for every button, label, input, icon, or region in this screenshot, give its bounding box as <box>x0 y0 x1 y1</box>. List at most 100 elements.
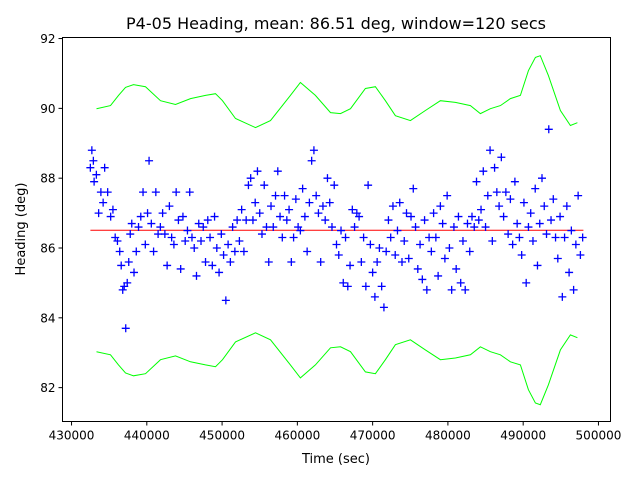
data-point <box>239 247 248 256</box>
data-point <box>388 202 397 211</box>
y-tick-label: 86 <box>40 242 55 256</box>
data-point <box>132 247 141 256</box>
data-point <box>431 233 440 242</box>
data-point <box>549 195 558 204</box>
data-point <box>429 209 438 218</box>
data-point <box>348 205 357 214</box>
data-point <box>420 216 429 225</box>
data-point <box>490 163 499 172</box>
x-axis-label: Time (sec) <box>301 452 370 467</box>
data-point <box>456 278 465 287</box>
data-point <box>124 257 133 266</box>
data-point <box>237 205 246 214</box>
data-point <box>253 167 262 176</box>
y-tick-label: 88 <box>40 172 55 186</box>
data-point <box>108 205 117 214</box>
data-point <box>154 230 163 239</box>
data-point <box>531 184 540 193</box>
data-point <box>422 285 431 294</box>
data-point <box>492 188 501 197</box>
data-point <box>312 191 321 200</box>
data-point <box>212 244 221 253</box>
data-point <box>145 156 154 165</box>
x-tick-label: 430000 <box>49 429 95 443</box>
data-point <box>472 177 481 186</box>
data-point <box>100 163 109 172</box>
data-point <box>508 240 517 249</box>
data-point <box>411 223 420 232</box>
data-point <box>402 209 411 218</box>
data-point <box>479 167 488 176</box>
data-point <box>305 198 314 207</box>
x-tick-label: 470000 <box>350 429 396 443</box>
data-point <box>291 195 300 204</box>
data-point <box>370 292 379 301</box>
data-point <box>465 247 474 256</box>
data-point <box>287 257 296 266</box>
y-tick-label: 82 <box>40 381 55 395</box>
data-point <box>407 212 416 221</box>
data-point <box>366 240 375 249</box>
data-point <box>483 191 492 200</box>
x-tick-label: 440000 <box>124 429 170 443</box>
data-point <box>497 153 506 162</box>
data-point <box>244 181 253 190</box>
data-point <box>510 177 519 186</box>
data-point <box>280 191 289 200</box>
data-point <box>357 257 366 266</box>
data-point <box>134 223 143 232</box>
data-point <box>368 268 377 277</box>
data-point <box>136 212 145 221</box>
y-tick-label: 84 <box>40 311 55 325</box>
data-point <box>486 146 495 155</box>
data-point <box>248 216 257 225</box>
data-point <box>434 271 443 280</box>
data-point <box>267 202 276 211</box>
data-point <box>538 174 546 183</box>
data-point <box>332 240 341 249</box>
data-point <box>94 209 103 218</box>
data-point <box>307 156 316 165</box>
data-point <box>533 261 542 270</box>
data-point <box>201 257 210 266</box>
data-point <box>185 188 194 197</box>
data-point <box>92 170 101 179</box>
data-point <box>187 233 196 242</box>
data-point <box>445 244 454 253</box>
data-point <box>359 233 368 242</box>
data-point <box>397 257 406 266</box>
data-point <box>438 219 447 228</box>
data-point <box>391 250 400 259</box>
data-point <box>123 278 132 287</box>
data-point <box>551 233 560 242</box>
data-point <box>87 146 96 155</box>
data-point <box>139 188 148 197</box>
data-point <box>355 212 364 221</box>
data-point <box>127 219 136 228</box>
data-point <box>226 257 235 266</box>
data-point <box>149 247 158 256</box>
data-point <box>395 198 404 207</box>
data-point <box>474 216 483 225</box>
data-point <box>316 257 325 266</box>
data-point <box>540 202 549 211</box>
data-point <box>190 244 199 253</box>
data-point <box>501 188 510 197</box>
data-point <box>463 219 472 228</box>
data-point <box>488 237 497 246</box>
data-point <box>260 181 269 190</box>
data-point <box>330 181 339 190</box>
data-point <box>210 212 219 221</box>
plot-area <box>86 55 587 406</box>
data-point <box>176 264 185 273</box>
data-point <box>495 202 504 211</box>
axes-frame <box>62 37 611 422</box>
data-point <box>141 240 150 249</box>
data-point <box>115 247 124 256</box>
data-point <box>165 202 174 211</box>
data-point <box>528 237 537 246</box>
data-point <box>576 250 585 259</box>
data-point <box>296 226 305 235</box>
data-point <box>547 216 556 225</box>
